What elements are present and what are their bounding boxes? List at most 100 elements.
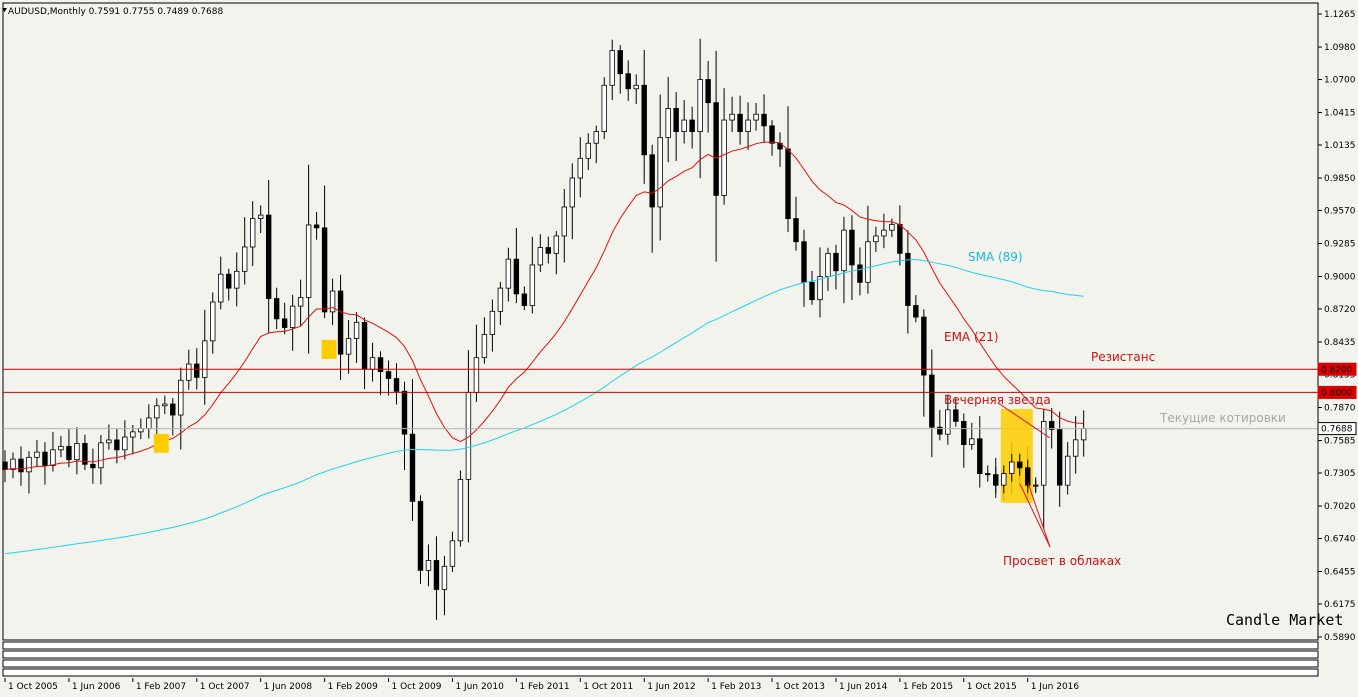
candle-body[interactable] — [865, 241, 871, 283]
candle-body[interactable] — [561, 206, 567, 237]
candle-body[interactable] — [489, 310, 496, 335]
candle-body[interactable] — [697, 79, 703, 133]
candle-body[interactable] — [441, 565, 448, 590]
candle-body[interactable] — [82, 443, 88, 465]
candle-body[interactable] — [162, 403, 168, 407]
candle-body[interactable] — [154, 405, 160, 419]
candle-body[interactable] — [537, 247, 544, 266]
candle-body[interactable] — [202, 340, 208, 378]
candle-body[interactable] — [369, 357, 376, 370]
candle-body[interactable] — [609, 50, 615, 86]
candle-body[interactable] — [241, 246, 248, 272]
candle-body[interactable] — [26, 456, 32, 473]
candle-body[interactable] — [449, 540, 456, 567]
candle-body[interactable] — [234, 270, 240, 289]
candle-body[interactable] — [74, 443, 80, 461]
candle-body[interactable] — [1033, 484, 1039, 487]
candle-body[interactable] — [809, 281, 815, 301]
candle-body[interactable] — [873, 235, 879, 243]
candle-body[interactable] — [473, 357, 480, 393]
candle-body[interactable] — [377, 357, 384, 372]
candle-body[interactable] — [905, 252, 911, 306]
candle-body[interactable] — [585, 142, 591, 159]
candle-body[interactable] — [425, 560, 432, 571]
candle-body[interactable] — [921, 316, 927, 376]
candle-body[interactable] — [913, 305, 919, 318]
candle-body[interactable] — [481, 334, 488, 359]
candle-body[interactable] — [817, 276, 823, 301]
candle-body[interactable] — [1072, 439, 1079, 457]
candle-body[interactable] — [681, 119, 687, 133]
candle-body[interactable] — [945, 409, 951, 435]
candle-body[interactable] — [106, 439, 112, 444]
candle-body[interactable] — [345, 338, 352, 355]
candle-body[interactable] — [729, 113, 735, 121]
candle-body[interactable] — [10, 458, 16, 470]
candle-body[interactable] — [569, 177, 575, 208]
candle-body[interactable] — [785, 148, 791, 219]
candle-body[interactable] — [897, 223, 903, 254]
candle-body[interactable] — [210, 301, 216, 342]
candle-body[interactable] — [289, 305, 296, 328]
candle-body[interactable] — [793, 218, 799, 243]
candle-body[interactable] — [321, 227, 328, 313]
candle-body[interactable] — [34, 451, 40, 458]
candle-body[interactable] — [665, 108, 671, 138]
candle-body[interactable] — [521, 293, 528, 306]
candle-body[interactable] — [265, 214, 272, 299]
candle-body[interactable] — [1048, 421, 1055, 430]
candle-body[interactable] — [1001, 473, 1007, 486]
candle-body[interactable] — [457, 478, 464, 542]
candle-body[interactable] — [977, 438, 983, 474]
candle-body[interactable] — [969, 438, 975, 445]
candle-body[interactable] — [226, 273, 232, 289]
candle-body[interactable] — [178, 379, 184, 416]
candle-body[interactable] — [417, 500, 424, 571]
candle-body[interactable] — [42, 451, 48, 466]
candle-body[interactable] — [497, 287, 504, 312]
candle-body[interactable] — [513, 258, 520, 295]
candle-body[interactable] — [985, 473, 991, 476]
candle-body[interactable] — [993, 474, 999, 486]
candle-body[interactable] — [18, 458, 24, 473]
dropdown-triangle-icon[interactable] — [2, 8, 7, 12]
candle-body[interactable] — [505, 258, 512, 289]
candle-body[interactable] — [545, 247, 552, 254]
candle-body[interactable] — [218, 273, 224, 303]
candle-body[interactable] — [617, 50, 623, 75]
candle-body[interactable] — [170, 403, 176, 416]
candle-body[interactable] — [577, 157, 583, 179]
candle-body[interactable] — [393, 378, 400, 392]
candle-body[interactable] — [961, 421, 967, 445]
candle-body[interactable] — [633, 84, 639, 90]
candle-body[interactable] — [66, 445, 72, 461]
candle-body[interactable] — [841, 229, 847, 272]
candle-body[interactable] — [2, 461, 8, 470]
candle-body[interactable] — [689, 119, 695, 133]
candle-body[interactable] — [745, 119, 751, 133]
candle-body[interactable] — [385, 371, 392, 379]
candle-body[interactable] — [857, 264, 863, 283]
candle-body[interactable] — [90, 463, 96, 469]
candle-body[interactable] — [1017, 461, 1023, 469]
candle-body[interactable] — [849, 229, 855, 266]
candle-body[interactable] — [329, 290, 336, 313]
candle-body[interactable] — [50, 449, 56, 466]
candle-body[interactable] — [1056, 429, 1063, 486]
candle-body[interactable] — [825, 252, 831, 277]
candle-body[interactable] — [409, 433, 416, 502]
candle-body[interactable] — [953, 409, 959, 422]
candle-body[interactable] — [130, 431, 136, 438]
candle-body[interactable] — [1041, 421, 1047, 486]
candle-body[interactable] — [801, 241, 807, 283]
candle-body[interactable] — [313, 224, 320, 229]
candle-body[interactable] — [1025, 467, 1031, 486]
candle-body[interactable] — [753, 113, 759, 121]
candle-body[interactable] — [593, 131, 599, 144]
candle-body[interactable] — [937, 426, 943, 435]
candle-body[interactable] — [353, 321, 360, 339]
candle-body[interactable] — [929, 374, 935, 428]
candle-body[interactable] — [273, 298, 280, 320]
candle-body[interactable] — [553, 235, 560, 254]
